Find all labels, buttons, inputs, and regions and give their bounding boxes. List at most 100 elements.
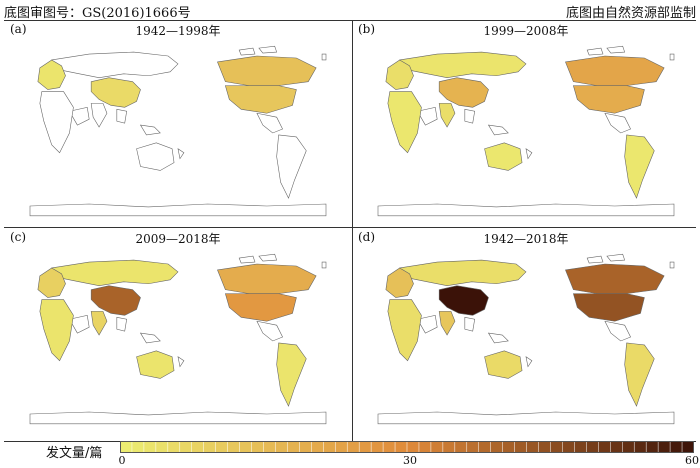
color-scale-bar [120, 441, 694, 453]
legend-swatch [418, 441, 432, 453]
country-europe [385, 267, 414, 298]
country-south-america [276, 342, 307, 407]
legend-swatch [406, 441, 420, 453]
country-no-data [321, 261, 327, 269]
country-europe [37, 267, 66, 298]
country-no-data [116, 316, 128, 332]
country-south-america [624, 134, 655, 199]
legend-swatch [394, 441, 408, 453]
country-no-data [177, 148, 185, 160]
map-source-note: 底图由自然资源部监制 [565, 6, 696, 21]
legend-swatch [335, 441, 348, 453]
country-china [438, 77, 489, 108]
country-no-data [258, 253, 278, 262]
country-canada [565, 55, 665, 86]
country-no-data [604, 112, 631, 134]
legend-swatch [191, 441, 205, 453]
country-usa [224, 293, 297, 322]
country-europe [37, 59, 66, 90]
antarctica-shape [29, 411, 327, 425]
map-panel-d: (d) 1942—2018年 [354, 229, 698, 433]
country-usa [224, 85, 297, 114]
country-no-data [464, 316, 476, 332]
legend-swatch [203, 441, 217, 453]
country-usa [572, 293, 645, 322]
country-no-data [139, 124, 161, 136]
country-canada [217, 55, 317, 86]
country-south-america [624, 342, 655, 407]
legend-swatch [179, 441, 193, 453]
country-australia [484, 350, 523, 379]
country-no-data [417, 314, 438, 334]
country-china [438, 285, 489, 316]
country-no-data [586, 47, 604, 56]
country-no-data [525, 356, 533, 368]
legend-swatch [131, 441, 145, 453]
legend-swatch [514, 441, 528, 453]
country-no-data [177, 356, 185, 368]
legend-swatch [346, 441, 360, 453]
country-no-data [606, 253, 626, 262]
legend-swatch [478, 441, 492, 453]
panel-label: (c) [10, 230, 27, 244]
legend-swatch [550, 441, 564, 453]
legend-swatch [358, 441, 372, 453]
country-africa [387, 91, 422, 154]
country-no-data [256, 320, 283, 342]
country-russia [51, 51, 179, 79]
country-india [90, 103, 108, 128]
country-china [90, 285, 141, 316]
country-india [90, 311, 108, 336]
legend-swatch [370, 441, 384, 453]
country-africa [39, 91, 74, 154]
legend-swatch [657, 441, 671, 453]
legend-swatch [502, 441, 516, 453]
legend-swatch [538, 441, 552, 453]
legend-swatch [633, 441, 647, 453]
legend-swatch [598, 441, 611, 453]
world-map [29, 253, 327, 425]
legend-title: 发文量/篇 [46, 446, 103, 461]
panel-label: (d) [358, 230, 376, 244]
legend-swatch [155, 441, 169, 453]
country-no-data [139, 332, 161, 344]
country-india [438, 311, 456, 336]
map-panel-b: (b) 1999—2008年 [354, 21, 698, 225]
country-russia [399, 51, 527, 79]
legend-swatch [215, 441, 229, 453]
antarctica-shape [377, 203, 675, 217]
country-no-data [669, 53, 675, 61]
legend-swatch [586, 441, 599, 453]
legend-swatch [454, 441, 468, 453]
legend-swatch [610, 441, 623, 453]
legend-swatch [167, 441, 181, 453]
legend-swatch [275, 441, 288, 453]
country-no-data [487, 124, 509, 136]
legend-swatch [263, 441, 277, 453]
country-australia [484, 142, 523, 171]
country-no-data [69, 314, 90, 334]
antarctica-shape [29, 203, 327, 217]
legend-swatch [227, 441, 241, 453]
legend-swatch [287, 441, 300, 453]
panel-divider-vertical [352, 21, 353, 441]
panel-label: (b) [358, 22, 376, 36]
panel-divider-horizontal [4, 227, 696, 228]
legend-swatch [143, 441, 157, 453]
country-no-data [116, 108, 128, 124]
legend-frame [120, 441, 694, 453]
country-russia [399, 259, 527, 287]
country-no-data [321, 53, 327, 61]
panel-label: (a) [10, 22, 27, 36]
country-europe [385, 59, 414, 90]
country-africa [39, 299, 74, 362]
country-china [90, 77, 141, 108]
country-canada [217, 263, 317, 294]
panel-title: 2009—2018年 [135, 232, 221, 246]
legend-tick-60: 60 [685, 454, 699, 467]
legend-swatch [669, 441, 683, 453]
legend-swatch [622, 441, 635, 453]
country-no-data [256, 112, 283, 134]
legend-swatch [251, 441, 265, 453]
world-map [377, 45, 675, 217]
